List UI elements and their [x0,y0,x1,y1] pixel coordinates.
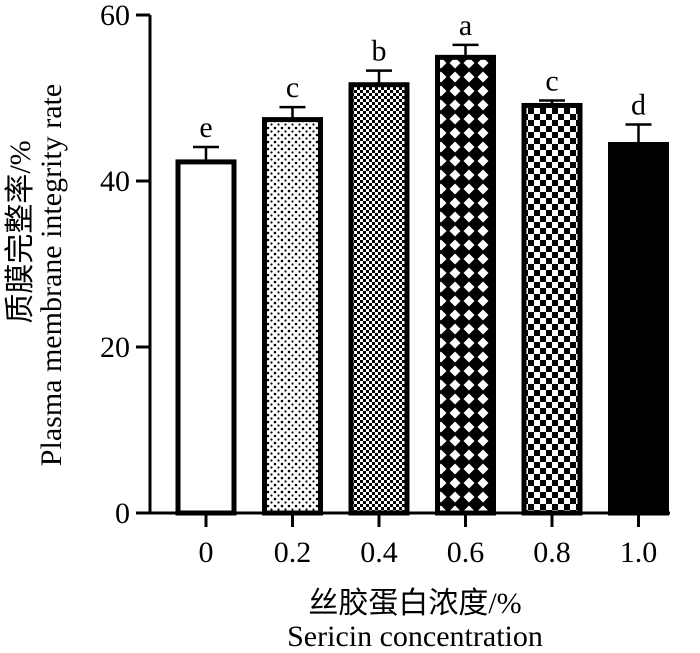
bar [348,82,410,516]
x-tick-label: 0.8 [533,536,571,569]
y-tick-label: 0 [115,497,130,530]
significance-labels: e c b a c d [199,9,646,144]
x-tick-label: 0.2 [274,536,312,569]
significance-label: a [459,9,472,42]
significance-label: e [199,111,212,144]
bar [262,117,323,516]
x-tick-label: 0.6 [447,536,485,569]
significance-label: b [372,35,387,68]
bar [175,159,237,516]
y-tick-label: 60 [100,0,130,32]
x-tick-label: 0.4 [360,536,398,569]
x-tick-label: 0 [199,536,214,569]
y-tick-label: 40 [100,165,130,198]
y-axis-title-cn: 质膜完整率/% [4,140,37,323]
bar [608,141,669,516]
y-tick-label: 20 [100,331,130,364]
significance-label: c [286,71,299,104]
significance-label: d [631,89,646,122]
significance-label: c [545,64,558,97]
y-axis-ticks: 0 20 40 60 [100,0,150,530]
bar [521,102,583,516]
y-axis-title-en: Plasma membrane integrity rate [35,84,68,466]
bar [435,54,496,516]
x-axis-ticks: 0 0.2 0.4 0.6 0.8 1.0 [199,513,658,569]
x-tick-label: 1.0 [620,536,658,569]
x-axis-title-cn: 丝胶蛋白浓度/% [308,587,521,620]
bars [175,54,669,516]
x-axis-title-en: Sericin concentration [287,620,543,653]
error-bars [193,43,652,162]
